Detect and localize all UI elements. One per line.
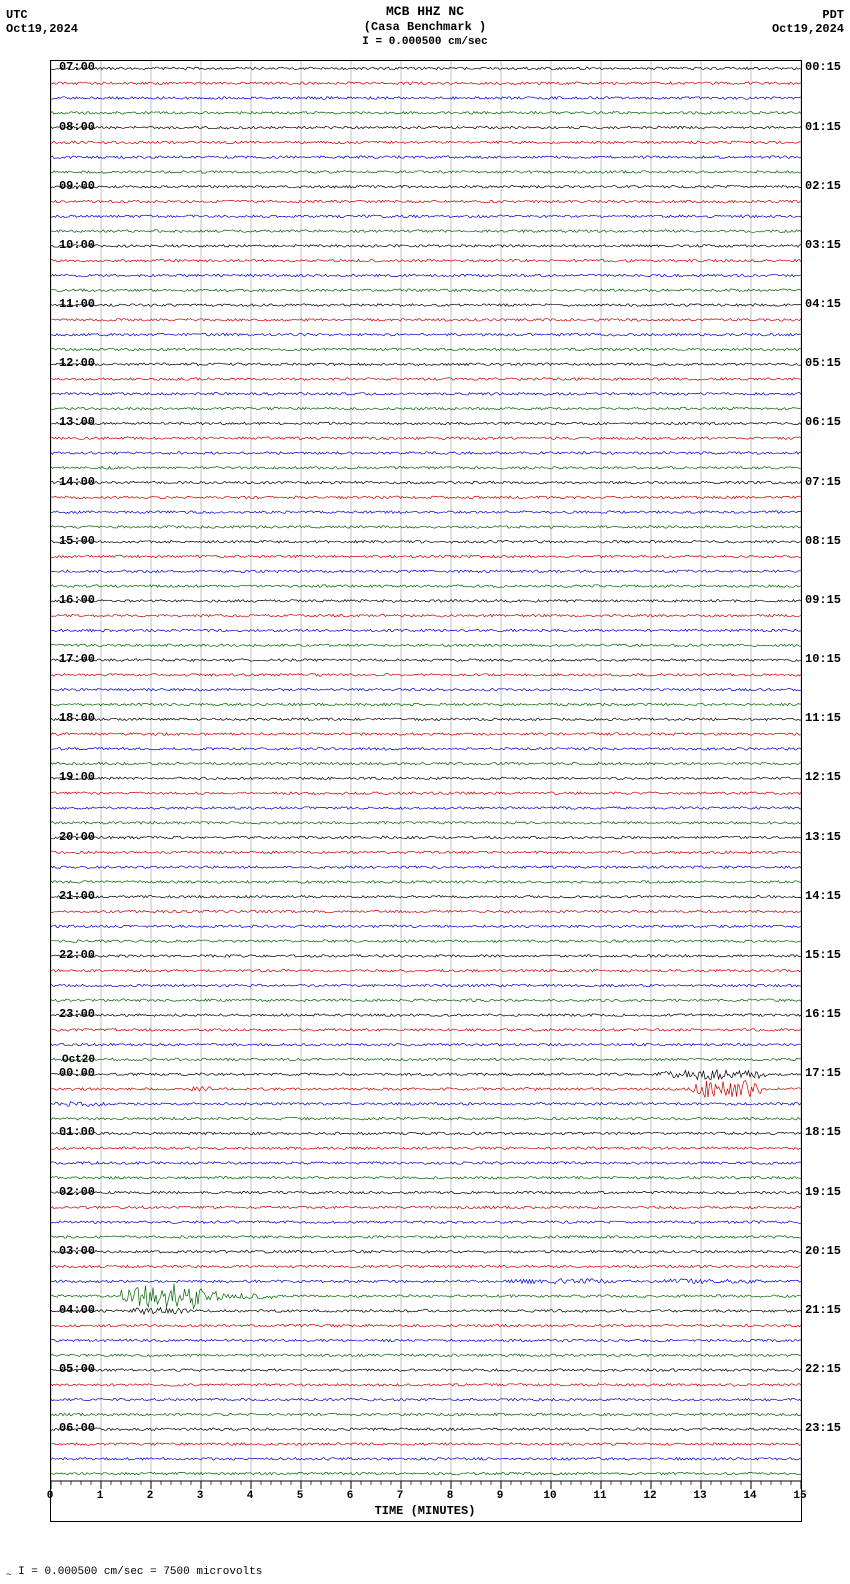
pdt-time-label: 09:15 — [805, 593, 841, 607]
x-tick-label: 13 — [693, 1490, 706, 1502]
pdt-time-label: 12:15 — [805, 770, 841, 784]
utc-time-label: 16:00 — [35, 593, 95, 607]
timezone-right: PDT Oct19,2024 — [772, 8, 844, 37]
pdt-time-label: 23:15 — [805, 1421, 841, 1435]
pdt-time-label: 15:15 — [805, 948, 841, 962]
pdt-time-label: 13:15 — [805, 830, 841, 844]
seismogram-container: UTC Oct19,2024 PDT Oct19,2024 MCB HHZ NC… — [0, 0, 850, 1584]
pdt-time-label: 10:15 — [805, 652, 841, 666]
pdt-time-label: 04:15 — [805, 297, 841, 311]
tz-right-date: Oct19,2024 — [772, 22, 844, 36]
x-tick-label: 15 — [793, 1490, 806, 1502]
utc-time-label: 07:00 — [35, 60, 95, 74]
tz-right-label: PDT — [822, 8, 844, 22]
station-location: (Casa Benchmark ) — [0, 20, 850, 34]
x-tick-label: 1 — [97, 1490, 104, 1502]
utc-time-label: 13:00 — [35, 415, 95, 429]
scale-text: = 0.000500 cm/sec — [376, 36, 488, 48]
header: MCB HHZ NC (Casa Benchmark ) I = 0.00050… — [0, 0, 850, 49]
utc-time-label: 06:00 — [35, 1421, 95, 1435]
x-tick-label: 9 — [497, 1490, 504, 1502]
tz-left-label: UTC — [6, 8, 28, 22]
station-code: MCB HHZ NC — [0, 4, 850, 20]
x-tick-label: 4 — [247, 1490, 254, 1502]
utc-time-label: 12:00 — [35, 356, 95, 370]
tz-left-date: Oct19,2024 — [6, 22, 78, 36]
utc-time-label: 02:00 — [35, 1185, 95, 1199]
pdt-time-label: 17:15 — [805, 1066, 841, 1080]
pdt-time-label: 00:15 — [805, 60, 841, 74]
utc-time-label: 09:00 — [35, 179, 95, 193]
pdt-time-label: 20:15 — [805, 1244, 841, 1258]
x-axis-title: TIME (MINUTES) — [325, 1504, 525, 1518]
pdt-time-label: 22:15 — [805, 1362, 841, 1376]
pdt-time-label: 01:15 — [805, 120, 841, 134]
pdt-time-label: 21:15 — [805, 1303, 841, 1317]
pdt-time-label: 03:15 — [805, 238, 841, 252]
utc-time-label: 18:00 — [35, 711, 95, 725]
utc-time-label: 19:00 — [35, 770, 95, 784]
x-tick-label: 5 — [297, 1490, 304, 1502]
pdt-time-label: 14:15 — [805, 889, 841, 903]
utc-time-label: 00:00 — [35, 1066, 95, 1080]
utc-time-label: 23:00 — [35, 1007, 95, 1021]
scale-bar-icon: I — [362, 36, 369, 48]
pdt-time-label: 06:15 — [805, 415, 841, 429]
x-tick-label: 6 — [347, 1490, 354, 1502]
seismogram-svg — [51, 61, 801, 1521]
pdt-time-label: 11:15 — [805, 711, 841, 725]
utc-time-label: 20:00 — [35, 830, 95, 844]
x-tick-label: 12 — [643, 1490, 656, 1502]
utc-time-label: 03:00 — [35, 1244, 95, 1258]
utc-time-label: 22:00 — [35, 948, 95, 962]
x-tick-label: 0 — [47, 1490, 54, 1502]
x-tick-label: 3 — [197, 1490, 204, 1502]
utc-time-label: 17:00 — [35, 652, 95, 666]
pdt-time-label: 08:15 — [805, 534, 841, 548]
pdt-time-label: 19:15 — [805, 1185, 841, 1199]
pdt-time-label: 07:15 — [805, 475, 841, 489]
pdt-time-label: 18:15 — [805, 1125, 841, 1139]
utc-time-label: 15:00 — [35, 534, 95, 548]
utc-time-label: 14:00 — [35, 475, 95, 489]
date-marker: Oct20 — [35, 1054, 95, 1066]
pdt-time-label: 05:15 — [805, 356, 841, 370]
utc-time-label: 05:00 — [35, 1362, 95, 1376]
x-tick-label: 14 — [743, 1490, 756, 1502]
seismogram-plot — [50, 60, 802, 1522]
utc-time-label: 10:00 — [35, 238, 95, 252]
footer-scale: ~ I = 0.000500 cm/sec = 7500 microvolts — [6, 1566, 262, 1580]
pdt-time-label: 16:15 — [805, 1007, 841, 1021]
utc-time-label: 04:00 — [35, 1303, 95, 1317]
pdt-time-label: 02:15 — [805, 179, 841, 193]
x-tick-label: 2 — [147, 1490, 154, 1502]
timezone-left: UTC Oct19,2024 — [6, 8, 78, 37]
utc-time-label: 01:00 — [35, 1125, 95, 1139]
utc-time-label: 11:00 — [35, 297, 95, 311]
x-tick-label: 11 — [593, 1490, 606, 1502]
utc-time-label: 21:00 — [35, 889, 95, 903]
utc-time-label: 08:00 — [35, 120, 95, 134]
x-tick-label: 7 — [397, 1490, 404, 1502]
scale-indicator: I = 0.000500 cm/sec — [0, 36, 850, 49]
x-tick-label: 10 — [543, 1490, 556, 1502]
x-tick-label: 8 — [447, 1490, 454, 1502]
